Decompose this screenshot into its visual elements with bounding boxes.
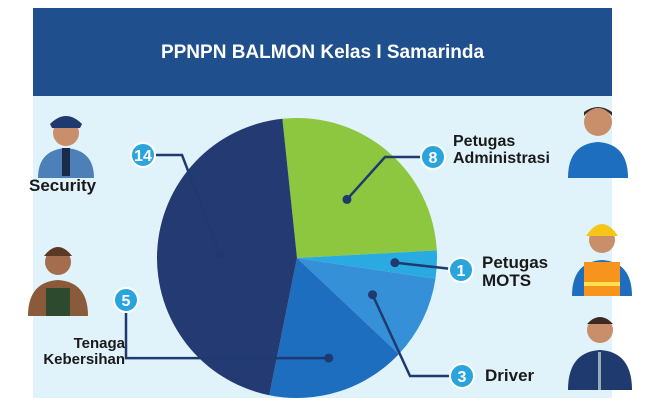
category-label: Security [29, 177, 96, 195]
leader-dot [368, 290, 377, 299]
category-label: Driver [485, 367, 534, 385]
value-label: 14 [134, 148, 152, 165]
infographic: PPNPN BALMON Kelas I Samarinda [0, 0, 645, 413]
leader-dot [324, 354, 333, 363]
icon-administrasi [568, 107, 628, 178]
icon-security [38, 116, 94, 178]
pie [157, 118, 437, 398]
icon-kebersihan [28, 247, 88, 316]
category-label: Petugas Administrasi [453, 134, 550, 168]
value-label: 8 [429, 150, 438, 167]
value-label: 1 [457, 263, 466, 280]
pie-slice [157, 119, 297, 395]
leader-dot [342, 195, 351, 204]
value-label: 5 [122, 293, 131, 310]
pie-slice [282, 118, 436, 258]
leader-dot [390, 258, 399, 267]
category-label: Petugas MOTS [482, 254, 548, 290]
icon-mots [572, 224, 632, 296]
icon-driver [568, 317, 632, 390]
leader-dot [216, 250, 225, 259]
category-label: Tenaga Kebersihan [43, 336, 125, 368]
value-label: 3 [458, 369, 467, 386]
